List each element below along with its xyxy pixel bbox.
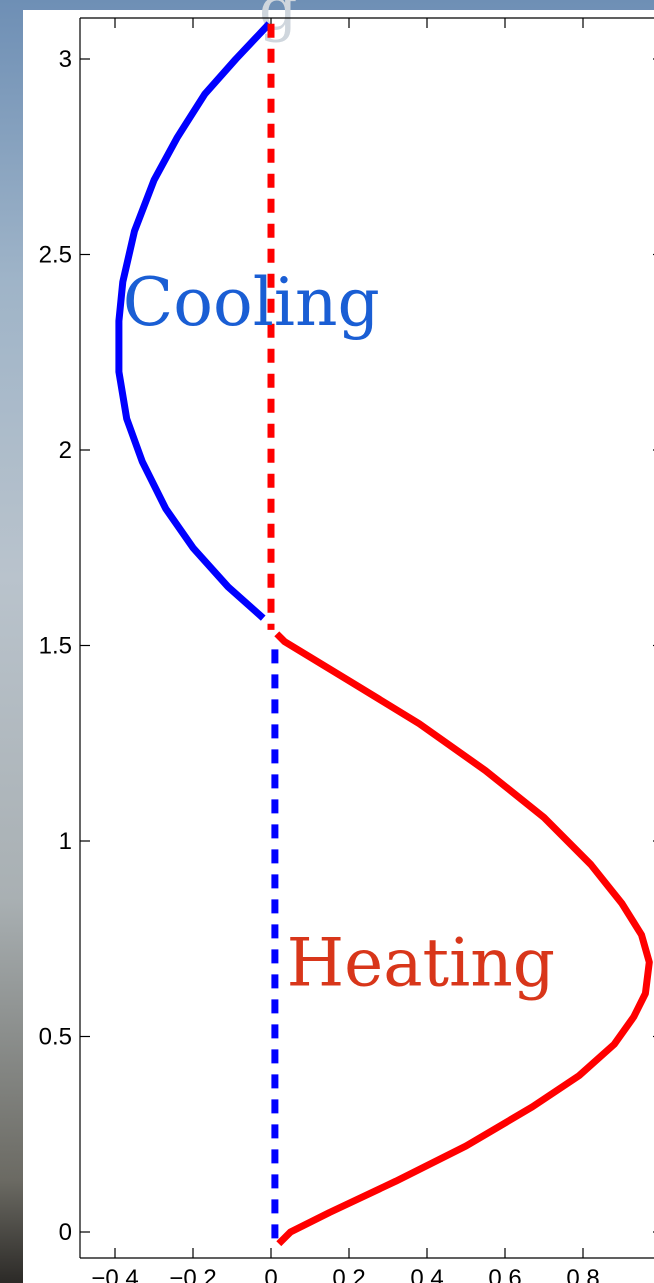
- series-line-0: [115, 21, 272, 621]
- y-tick-label: 1.5: [39, 633, 72, 660]
- title-fragment: g: [259, 0, 298, 44]
- y-tick-label: 3: [59, 46, 72, 73]
- y-tick-label: 0.5: [39, 1024, 72, 1051]
- x-tick-label: 0.6: [488, 1265, 521, 1283]
- y-tick-label: 2.5: [39, 242, 72, 269]
- x-tick-label: 0: [264, 1265, 277, 1283]
- plot-frame: g 0 0.5 1 1.5 2 2.5 3 −0.4 −0.2 0 0.2 0.4 0.6 0.8 Coo…: [23, 0, 654, 1283]
- x-tick-label: 0.4: [410, 1265, 443, 1283]
- axes: [79, 17, 654, 1259]
- y-tick-label: 2: [59, 437, 72, 464]
- ticks: 0 0.5 1 1.5 2 2.5 3 −0.4 −0.2 0 0.2 0.4 0.6 0.8: [39, 18, 654, 1283]
- x-tick-label: −0.2: [169, 1265, 216, 1283]
- annotations: Cooling Heating: [123, 264, 555, 1002]
- x-tick-label: 0.2: [332, 1265, 365, 1283]
- y-tick-label: 1: [59, 828, 72, 855]
- series-line-3: [274, 631, 653, 1247]
- series-lines: [115, 21, 653, 1247]
- x-tick-label: −0.4: [91, 1265, 138, 1283]
- chart: 0 0.5 1 1.5 2 2.5 3 −0.4 −0.2 0 0.2 0.4 0.6 0.8 Cooli…: [39, 17, 654, 1283]
- annotation-cooling: Cooling: [123, 264, 380, 341]
- y-tick-label: 0: [59, 1219, 72, 1246]
- annotation-heating: Heating: [287, 925, 555, 1002]
- x-tick-label: 0.8: [566, 1265, 599, 1283]
